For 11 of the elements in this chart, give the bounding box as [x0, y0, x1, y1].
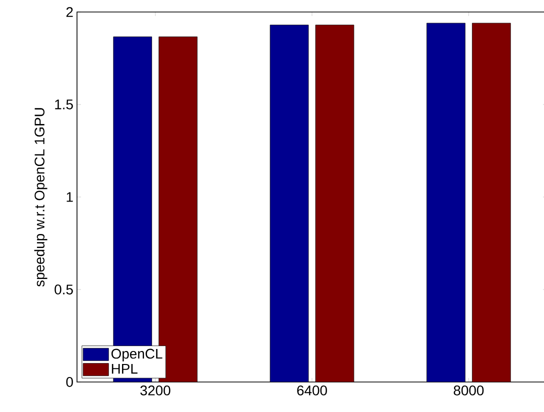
- x-tick-label: 3200: [140, 386, 170, 396]
- y-tick-label: 1.5: [55, 100, 73, 110]
- y-tick-label: 2: [66, 7, 73, 17]
- y-tick-label: 1: [66, 192, 73, 202]
- x-tick-label: 8000: [454, 386, 484, 396]
- x-tick-label: 6400: [297, 386, 327, 396]
- y-tick-label: 0.5: [54, 284, 73, 294]
- y-tick-label: 0: [66, 377, 73, 387]
- y-axis-title: speedup w.r.t OpenCL 1GPU: [34, 108, 48, 287]
- legend-label: OpenCL: [111, 348, 162, 362]
- legend-label: HPL: [112, 364, 138, 374]
